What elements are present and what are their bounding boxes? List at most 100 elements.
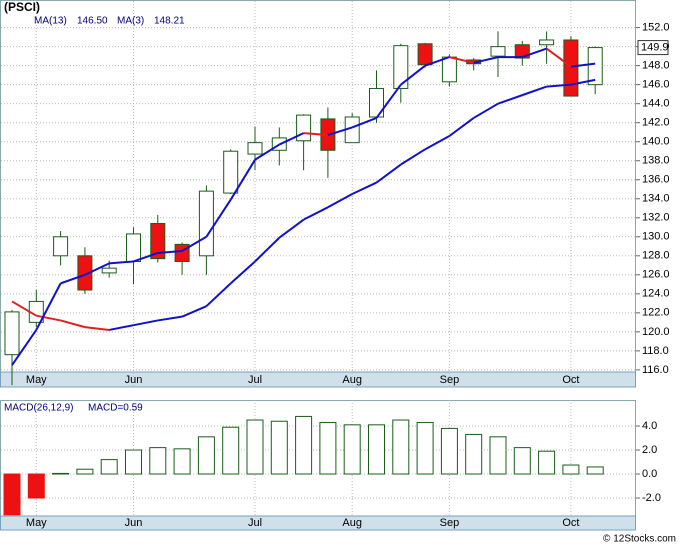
candle-body xyxy=(150,222,166,260)
legend-value: 148.21 xyxy=(154,16,185,27)
y-tick-label: 2.0 xyxy=(642,444,657,456)
candle-body xyxy=(174,243,190,263)
ma-line xyxy=(473,102,499,119)
ma-line xyxy=(205,199,232,238)
candle-body xyxy=(441,56,457,83)
macd-bar xyxy=(27,473,45,499)
legend-value: 146.50 xyxy=(77,16,108,27)
x-tick-label: Jul xyxy=(248,517,262,529)
macd-bar xyxy=(513,447,531,475)
candle-body xyxy=(587,47,603,86)
y-tick-label: 136.0 xyxy=(642,174,670,186)
y-tick-label: 144.0 xyxy=(642,98,670,110)
x-tick-label: Oct xyxy=(562,517,579,529)
ma-line xyxy=(521,47,547,59)
y-tick-label: 140.0 xyxy=(642,136,670,148)
ma-line xyxy=(84,326,110,331)
y-tick-label: 132.0 xyxy=(642,212,670,224)
candle-body xyxy=(539,39,555,46)
macd-bar xyxy=(222,426,240,475)
ma-line xyxy=(109,260,134,265)
y-tick-label: 138.0 xyxy=(642,155,670,167)
ma-line xyxy=(327,193,353,209)
last-price-label: 149.9 xyxy=(641,41,669,53)
ma-line xyxy=(570,78,596,86)
ma-line xyxy=(278,218,305,239)
macd-bar xyxy=(319,421,337,475)
last-price-box xyxy=(637,40,669,56)
x-tick-label: Jul xyxy=(248,374,262,386)
x-tick-label: May xyxy=(26,374,47,386)
y-tick-label: 0.0 xyxy=(642,468,657,480)
y-tick-label: 142.0 xyxy=(642,117,670,129)
x-tick-label: Sep xyxy=(440,374,460,386)
candle-body xyxy=(101,267,117,274)
candle-body xyxy=(490,46,506,57)
ma-line xyxy=(351,117,377,129)
candle-body xyxy=(563,39,579,97)
macd-title: MACD(26,12,9) xyxy=(4,403,73,414)
ma-line xyxy=(11,300,37,317)
macd-bar xyxy=(125,449,142,475)
y-tick-label: 152.0 xyxy=(642,22,670,34)
candle-body xyxy=(223,150,239,194)
ma-line xyxy=(157,315,183,322)
x-tick-label: Oct xyxy=(562,374,579,386)
ma-line xyxy=(11,329,38,366)
macd-bar xyxy=(538,450,556,475)
ticker-title: (PSCI) xyxy=(4,0,40,14)
macd-bar xyxy=(440,427,458,475)
watermark: © 12Stocks.com xyxy=(603,534,676,545)
ma-line xyxy=(546,47,572,68)
ma-line xyxy=(229,159,256,201)
legend-label: MA(13) xyxy=(34,16,67,27)
ma-line xyxy=(375,163,402,184)
macd-bar xyxy=(100,459,118,475)
candle-body xyxy=(126,233,141,263)
macd-value: MACD=0.59 xyxy=(88,403,143,414)
ma-line xyxy=(546,83,571,88)
y-tick-label: 118.0 xyxy=(642,345,669,357)
y-tick-label: 116.0 xyxy=(642,364,669,376)
candle-body xyxy=(296,114,312,142)
ma-line xyxy=(60,319,86,329)
y-tick-label: 128.0 xyxy=(642,250,670,262)
ma-line xyxy=(303,206,329,221)
macd-bar xyxy=(149,447,167,475)
month-strip xyxy=(0,515,636,531)
marks xyxy=(3,31,604,516)
price-panel xyxy=(0,0,636,387)
macd-bar xyxy=(173,448,191,475)
ma-line xyxy=(36,314,61,322)
ma-line xyxy=(303,132,328,137)
y-tick-label: 122.0 xyxy=(642,307,670,319)
y-tick-label: 148.0 xyxy=(642,60,670,72)
macd-bar xyxy=(586,466,604,475)
ma-line xyxy=(448,117,475,137)
y-tick-label: 134.0 xyxy=(642,193,670,205)
ma-line xyxy=(400,64,426,86)
ma-line xyxy=(351,181,377,195)
ma-line xyxy=(133,319,158,327)
candle-body xyxy=(393,45,409,89)
ma-line xyxy=(400,148,426,166)
y-tick-label: 4.0 xyxy=(642,420,657,432)
ma-line xyxy=(254,237,280,263)
ma-line xyxy=(35,282,62,331)
y-tick-label: 130.0 xyxy=(642,231,670,243)
candle-body xyxy=(77,255,93,291)
y-tick-label: -2.0 xyxy=(642,492,661,504)
ma-line xyxy=(375,84,402,119)
x-tick-label: Jun xyxy=(125,517,143,529)
ma-line xyxy=(449,56,474,64)
macd-bar xyxy=(246,419,264,475)
ma-line xyxy=(473,56,499,64)
candle-body xyxy=(417,43,433,66)
ma-line xyxy=(424,56,450,67)
y-tick-label: 146.0 xyxy=(642,79,670,91)
candle-body xyxy=(198,190,214,257)
macd-bar xyxy=(343,424,361,475)
macd-bar xyxy=(392,419,410,475)
